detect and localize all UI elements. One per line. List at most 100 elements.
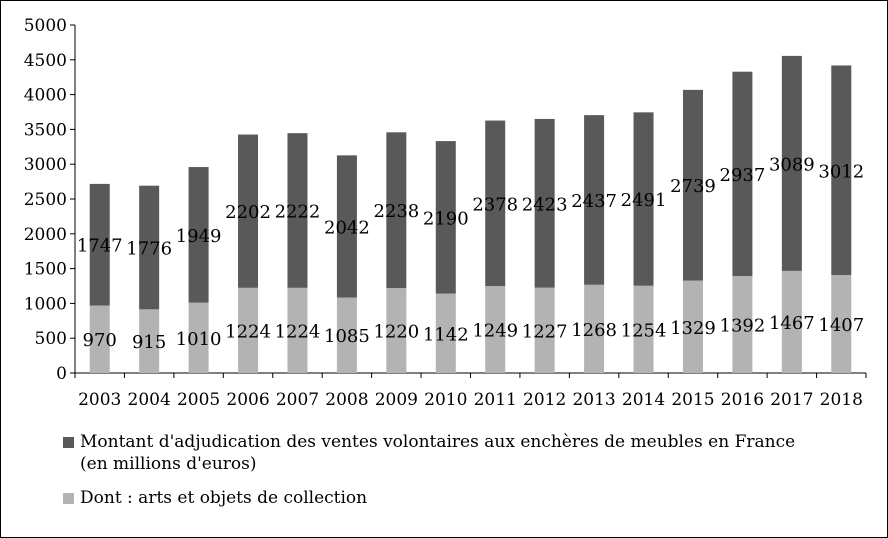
bar-arts-2006 <box>238 287 259 373</box>
bar-arts-2009 <box>386 288 407 373</box>
data-label-arts-2004: 915 <box>132 332 166 353</box>
y-tick-label: 2000 <box>24 225 67 245</box>
bar-arts-2015 <box>682 280 703 373</box>
data-label-total-2007: 2222 <box>275 201 321 222</box>
y-tick-label: 3500 <box>24 120 67 140</box>
x-tick-label-2016: 2016 <box>721 390 764 410</box>
data-label-total-2012: 2423 <box>522 194 568 215</box>
data-label-arts-2013: 1268 <box>571 320 617 341</box>
bar-total-2004 <box>139 185 160 310</box>
data-label-total-2004: 1776 <box>126 239 172 260</box>
data-label-total-2008: 2042 <box>324 217 370 238</box>
data-label-arts-2011: 1249 <box>472 321 518 342</box>
data-label-arts-2008: 1085 <box>324 326 370 347</box>
x-tick-label-2003: 2003 <box>78 390 121 410</box>
data-label-arts-2017: 1467 <box>769 313 815 334</box>
bar-total-2014 <box>633 112 654 286</box>
x-tick-label-2010: 2010 <box>424 390 467 410</box>
legend-swatch-total <box>63 437 74 448</box>
y-tick-label: 3000 <box>24 155 67 175</box>
bar-arts-2013 <box>584 284 605 373</box>
x-tick-label-2009: 2009 <box>375 390 418 410</box>
data-label-arts-2018: 1407 <box>818 315 864 336</box>
bar-arts-2014 <box>633 285 654 373</box>
legend-item-arts: Dont : arts et objets de collection <box>63 487 873 509</box>
x-tick-label-2011: 2011 <box>474 390 517 410</box>
data-label-total-2016: 2937 <box>720 165 766 186</box>
x-tick-label-2014: 2014 <box>622 390 665 410</box>
x-tick-label-2017: 2017 <box>770 390 813 410</box>
data-label-arts-2003: 970 <box>83 330 117 351</box>
data-label-arts-2006: 1224 <box>225 321 271 342</box>
data-label-arts-2010: 1142 <box>423 324 469 345</box>
data-label-total-2011: 2378 <box>472 194 518 215</box>
legend-label-arts: Dont : arts et objets de collection <box>80 488 368 508</box>
legend: Montant d'adjudication des ventes volont… <box>63 431 873 521</box>
data-label-total-2005: 1949 <box>176 226 222 247</box>
bar-total-2017 <box>781 55 802 271</box>
x-tick-label-2015: 2015 <box>671 390 714 410</box>
bar-arts-2008 <box>336 297 357 373</box>
bar-arts-2017 <box>781 270 802 373</box>
bar-arts-2011 <box>485 286 506 373</box>
x-tick-label-2006: 2006 <box>226 390 269 410</box>
y-tick-label: 0 <box>56 364 67 384</box>
data-label-arts-2015: 1329 <box>670 318 716 339</box>
bar-total-2013 <box>584 115 605 285</box>
bar-arts-2018 <box>831 275 852 373</box>
y-tick-label: 4000 <box>24 86 67 106</box>
data-label-arts-2014: 1254 <box>621 320 667 341</box>
x-tick-label-2005: 2005 <box>177 390 220 410</box>
bar-arts-2004 <box>139 309 160 373</box>
data-label-arts-2005: 1010 <box>176 329 222 350</box>
bar-total-2015 <box>682 89 703 281</box>
data-label-total-2014: 2491 <box>621 190 667 211</box>
x-tick-label-2008: 2008 <box>325 390 368 410</box>
x-tick-label-2007: 2007 <box>276 390 319 410</box>
y-tick-label: 1000 <box>24 294 67 314</box>
bar-arts-2016 <box>732 276 753 373</box>
y-tick-label: 4500 <box>24 51 67 71</box>
data-label-total-2018: 3012 <box>818 161 864 182</box>
data-label-total-2003: 1747 <box>77 236 123 257</box>
bar-total-2010 <box>435 141 456 294</box>
x-tick-label-2018: 2018 <box>820 390 863 410</box>
bar-arts-2012 <box>534 287 555 373</box>
bar-total-2012 <box>534 118 555 288</box>
bar-total-2009 <box>386 132 407 289</box>
data-label-arts-2007: 1224 <box>275 321 321 342</box>
data-label-total-2015: 2739 <box>670 176 716 197</box>
bar-arts-2007 <box>287 287 308 373</box>
bar-arts-2005 <box>188 302 209 373</box>
bar-arts-2010 <box>435 293 456 373</box>
legend-item-total: Montant d'adjudication des ventes volont… <box>63 431 873 475</box>
x-tick-label-2004: 2004 <box>128 390 171 410</box>
bar-total-2018 <box>831 65 852 276</box>
y-tick-label: 1500 <box>24 260 67 280</box>
bar-total-2006 <box>238 134 259 288</box>
data-label-total-2006: 2202 <box>225 202 271 223</box>
data-label-total-2010: 2190 <box>423 208 469 229</box>
legend-swatch-arts <box>63 493 74 504</box>
legend-label-total-line1: Montant d'adjudication des ventes volont… <box>80 432 796 452</box>
bar-total-2016 <box>732 71 753 277</box>
bar-total-2005 <box>188 167 209 303</box>
data-label-total-2009: 2238 <box>373 201 419 222</box>
y-tick-label: 2500 <box>24 190 67 210</box>
bar-total-2003 <box>89 183 110 306</box>
x-tick-label-2012: 2012 <box>523 390 566 410</box>
legend-label-total-line2: (en millions d'euros) <box>80 454 257 474</box>
y-tick-label: 5000 <box>24 16 67 36</box>
data-label-arts-2016: 1392 <box>720 316 766 337</box>
bar-total-2007 <box>287 133 308 288</box>
data-label-total-2017: 3089 <box>769 154 815 175</box>
data-label-arts-2009: 1220 <box>373 322 419 343</box>
y-tick-label: 500 <box>35 329 67 349</box>
data-label-arts-2012: 1227 <box>522 321 568 342</box>
bar-total-2011 <box>485 120 506 287</box>
stacked-bar-chart: 0 500 1000 1500 2000 2500 3000 3500 4000 4500 5000… <box>24 16 867 410</box>
x-tick-label-2013: 2013 <box>572 390 615 410</box>
bar-total-2008 <box>336 155 357 298</box>
bar-arts-2003 <box>89 305 110 373</box>
